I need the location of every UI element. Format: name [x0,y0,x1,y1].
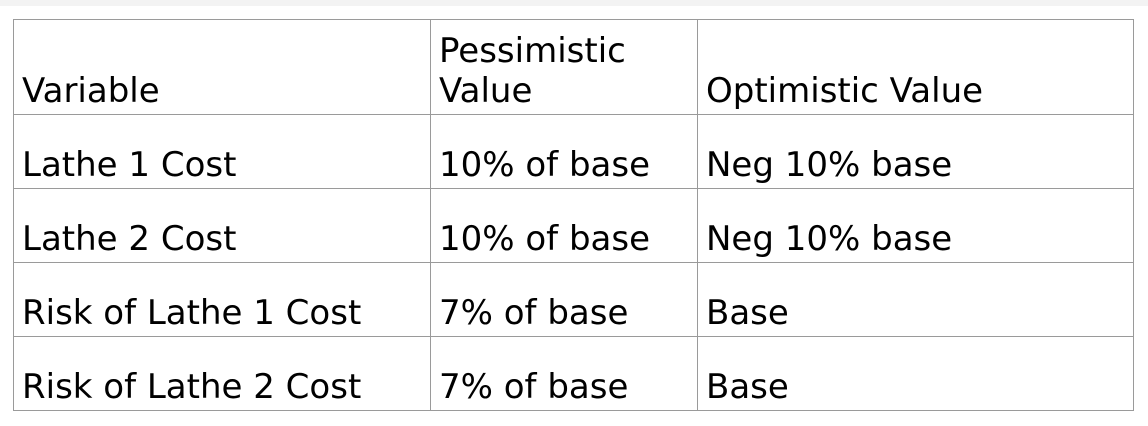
cell-pessimistic: 10% of base [430,114,698,189]
top-strip [0,0,1148,6]
cell-optimistic: Neg 10% base [697,188,1134,263]
cell-variable: Risk of Lathe 1 Cost [13,262,431,337]
cell-pessimistic: 7% of base [430,262,698,337]
header-optimistic-value: Optimistic Value [697,19,1134,115]
table-row: Lathe 2 Cost 10% of base Neg 10% base [13,188,1134,263]
cell-variable: Lathe 1 Cost [13,114,431,189]
header-variable: Variable [13,19,431,115]
cell-optimistic: Base [697,336,1134,411]
table-header-row: Variable Pessimistic Value Optimistic Va… [13,19,1134,115]
cell-pessimistic: 10% of base [430,188,698,263]
table-row: Risk of Lathe 1 Cost 7% of base Base [13,262,1134,337]
cell-variable: Lathe 2 Cost [13,188,431,263]
cell-optimistic: Base [697,262,1134,337]
sensitivity-table: Variable Pessimistic Value Optimistic Va… [13,19,1134,411]
cell-variable: Risk of Lathe 2 Cost [13,336,431,411]
header-pessimistic-value: Pessimistic Value [430,19,698,115]
cell-optimistic: Neg 10% base [697,114,1134,189]
cell-pessimistic: 7% of base [430,336,698,411]
table-row: Lathe 1 Cost 10% of base Neg 10% base [13,114,1134,189]
table-row: Risk of Lathe 2 Cost 7% of base Base [13,336,1134,411]
